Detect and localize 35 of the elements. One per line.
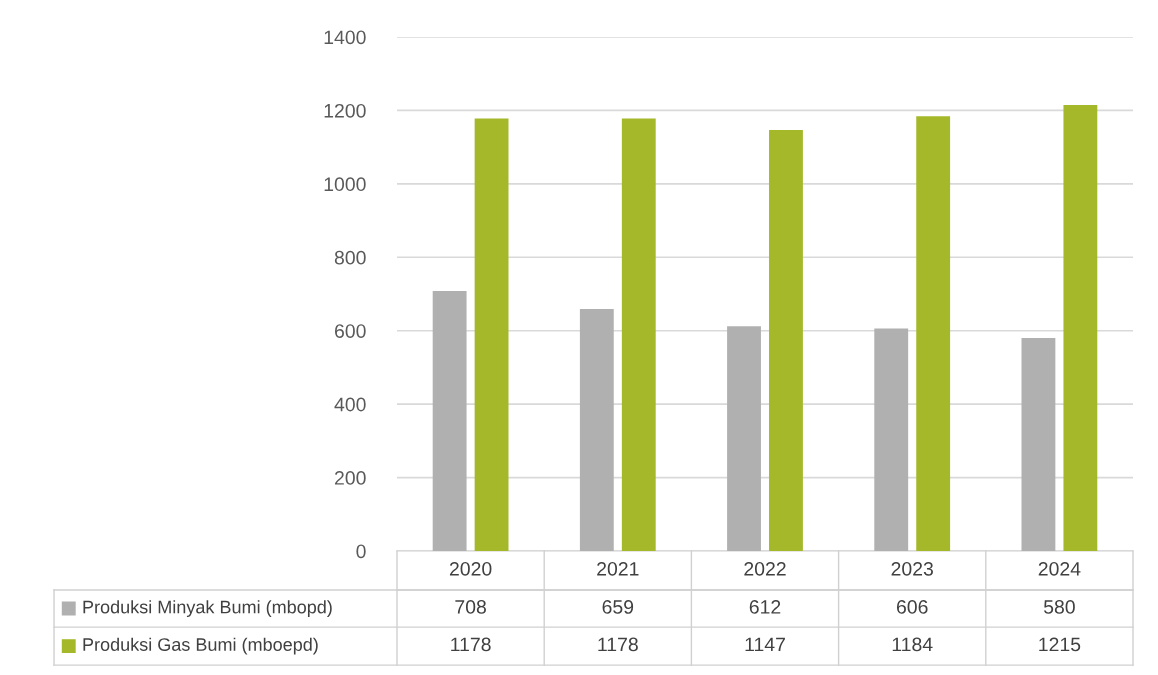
bar: [769, 129, 803, 551]
data-label: 612: [749, 600, 781, 614]
bar: [621, 118, 656, 551]
y-tick-label: 1000: [324, 177, 366, 192]
bar: [916, 116, 951, 551]
data-label: 606: [896, 600, 928, 614]
x-tick-label: 2021: [597, 561, 639, 576]
bar: [874, 328, 909, 551]
x-tick-label: 2023: [891, 561, 933, 576]
bar: [1021, 338, 1056, 551]
data-label: 580: [1043, 600, 1075, 614]
bar: [1063, 104, 1098, 551]
data-label: 1184: [892, 637, 933, 652]
bar: [474, 118, 509, 551]
legend-label: Produksi Minyak Bumi (mbopd): [83, 600, 332, 617]
y-tick-label: 800: [334, 250, 366, 265]
data-label: 659: [602, 600, 634, 614]
bar: [432, 291, 467, 551]
y-tick-label: 200: [334, 471, 366, 485]
x-tick-label: 2024: [1038, 561, 1081, 576]
data-label: 708: [455, 600, 486, 614]
bar: [579, 309, 614, 551]
bar: [727, 326, 761, 551]
x-tick-label: 2022: [744, 561, 786, 576]
legend-label: Produksi Gas Bumi (mboepd): [83, 637, 318, 655]
data-label: 1215: [1039, 637, 1081, 652]
data-label: 1178: [598, 637, 638, 652]
data-label: 1178: [451, 637, 491, 652]
data-label: 1147: [745, 637, 785, 652]
y-tick-label: 600: [334, 324, 366, 338]
y-tick-label: 400: [334, 397, 366, 412]
y-tick-label: 0: [356, 544, 366, 559]
y-tick-label: 1400: [324, 30, 366, 45]
x-tick-label: 2020: [449, 561, 492, 576]
y-tick-label: 1200: [324, 103, 366, 118]
